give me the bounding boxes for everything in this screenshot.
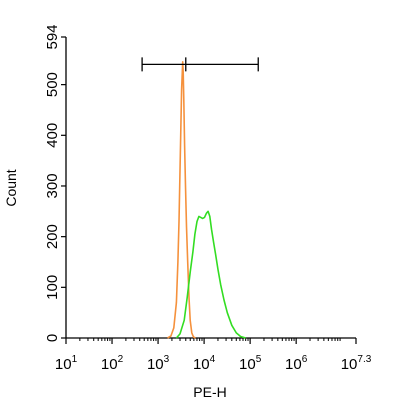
x-tick-label: 102: [101, 354, 124, 373]
x-ticks: 101 102 103 104 105 106 107.3: [55, 338, 372, 373]
y-tick-label: 594: [44, 24, 61, 49]
series-line-1: [167, 61, 196, 339]
x-tick-label: 103: [147, 354, 170, 373]
y-ticks: 0 100 200 300 400 500 594: [44, 24, 66, 342]
gate-marker: [141, 57, 259, 72]
x-tick-label: 105: [239, 354, 262, 373]
y-tick-label: 0: [44, 334, 61, 342]
y-tick-label: 300: [44, 173, 61, 198]
series-layer: [167, 61, 246, 339]
y-axis-label: Count: [3, 169, 19, 206]
x-tick-label: 101: [55, 354, 78, 373]
y-tick-label: 400: [44, 123, 61, 148]
x-axis-label: PE-H: [193, 384, 226, 400]
series-line-2: [175, 210, 246, 339]
x-tick-label: 107.3: [341, 354, 372, 373]
x-tick-label: 106: [285, 354, 308, 373]
y-tick-label: 500: [44, 72, 61, 97]
y-tick-label: 200: [44, 224, 61, 249]
axes: [65, 37, 356, 339]
x-tick-label: 104: [193, 354, 216, 373]
y-tick-label: 100: [44, 275, 61, 300]
